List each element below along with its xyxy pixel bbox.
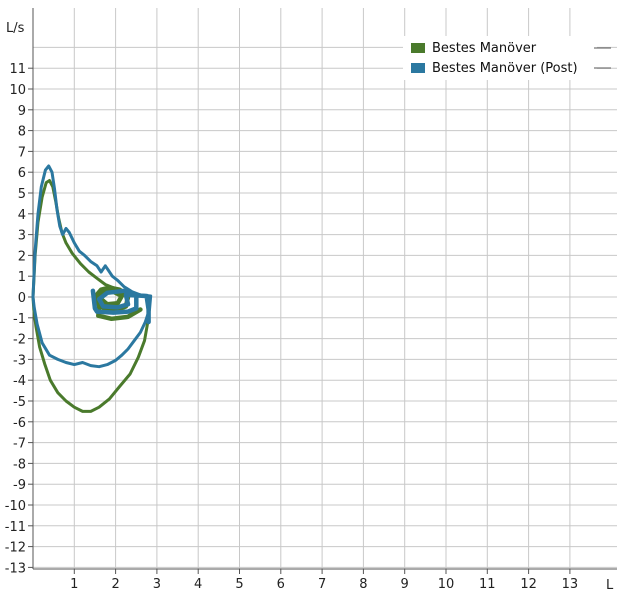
y-tick-label: 10 xyxy=(9,83,26,98)
y-tick-label: -11 xyxy=(5,520,26,535)
legend-entry-bestes-manoever-post: Bestes Manöver (Post) xyxy=(432,61,578,76)
y-tick-label: -12 xyxy=(5,541,26,556)
y-tick-label: 3 xyxy=(18,229,26,244)
y-tick-label: -8 xyxy=(13,457,26,472)
series-line-1 xyxy=(31,164,153,369)
x-tick-label: 4 xyxy=(194,577,202,592)
x-tick-label: 1 xyxy=(70,577,78,592)
legend-swatch-bestes-manoever-post xyxy=(411,63,425,73)
y-tick-label: -4 xyxy=(13,374,26,389)
x-tick-label: 2 xyxy=(111,577,119,592)
y-tick-label: 2 xyxy=(18,249,26,264)
series-lines xyxy=(31,164,153,413)
x-tick-label: 6 xyxy=(277,577,285,592)
y-tick-label: -9 xyxy=(13,478,26,493)
x-tick-label: 10 xyxy=(438,577,455,592)
y-axis-unit-label: L/s xyxy=(6,21,25,36)
legend-entry-bestes-manoever: Bestes Manöver xyxy=(432,41,537,56)
x-tick-label: 5 xyxy=(235,577,243,592)
legend-swatch-bestes-manoever xyxy=(411,43,425,53)
y-tick-label: 4 xyxy=(18,208,26,223)
y-tick-label: -2 xyxy=(13,333,26,348)
x-tick-label: 12 xyxy=(520,577,537,592)
y-tick-label: 11 xyxy=(9,62,26,77)
x-tick-label: 7 xyxy=(318,577,326,592)
y-tick-label: -10 xyxy=(5,499,26,514)
y-tick-label: 8 xyxy=(18,125,26,140)
series-line-3 xyxy=(90,288,151,325)
legend-background xyxy=(403,36,597,80)
y-tick-label: -3 xyxy=(13,353,26,368)
y-tick-label: 1 xyxy=(18,270,26,285)
x-tick-label: 11 xyxy=(479,577,496,592)
y-tick-label: 7 xyxy=(18,145,26,160)
y-tick-label: 6 xyxy=(18,166,26,181)
y-tick-label: 5 xyxy=(18,187,26,202)
y-tick-label: 9 xyxy=(18,104,26,119)
x-tick-label: 3 xyxy=(153,577,161,592)
y-tick-label: -6 xyxy=(13,416,26,431)
y-tick-label: -5 xyxy=(13,395,26,410)
tick-labels: 11109876543210-1-2-3-4-5-6-7-8-9-10-11-1… xyxy=(5,62,578,592)
y-tick-label: 0 xyxy=(18,291,26,306)
legend: Bestes Manöver Bestes Manöver (Post) xyxy=(403,36,611,80)
y-tick-label: -13 xyxy=(5,561,26,576)
x-tick-label: 9 xyxy=(401,577,409,592)
x-axis-unit-label: L xyxy=(606,578,614,593)
x-tick-label: 8 xyxy=(359,577,367,592)
y-tick-label: -1 xyxy=(13,312,26,327)
x-tick-label: 13 xyxy=(562,577,579,592)
y-tick-label: -7 xyxy=(13,437,26,452)
